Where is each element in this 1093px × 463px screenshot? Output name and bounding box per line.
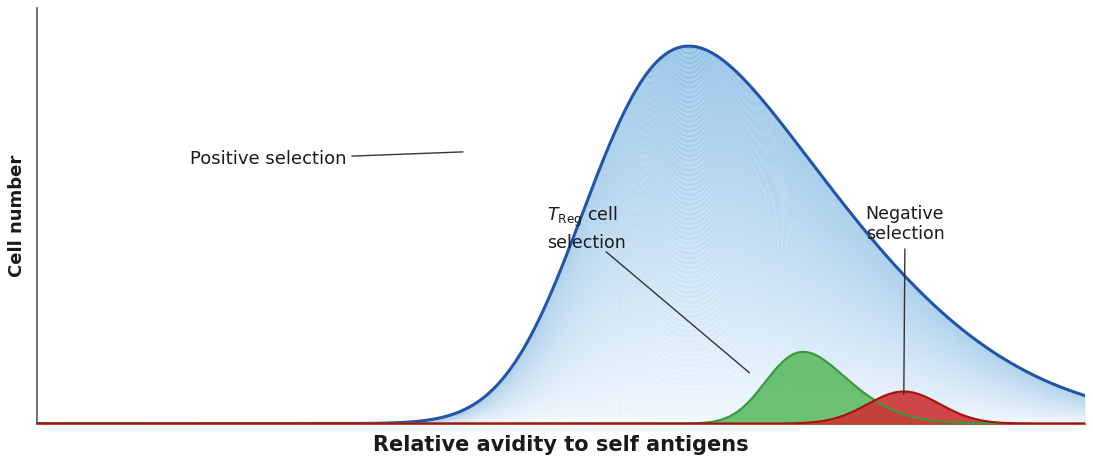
Text: $T_{\mathregular{Reg}}$ cell
selection: $T_{\mathregular{Reg}}$ cell selection — [546, 205, 625, 252]
Text: Negative
selection: Negative selection — [866, 205, 944, 394]
Text: Positive selection: Positive selection — [190, 150, 463, 169]
X-axis label: Relative avidity to self antigens: Relative avidity to self antigens — [373, 435, 749, 455]
Y-axis label: Cell number: Cell number — [9, 155, 26, 277]
